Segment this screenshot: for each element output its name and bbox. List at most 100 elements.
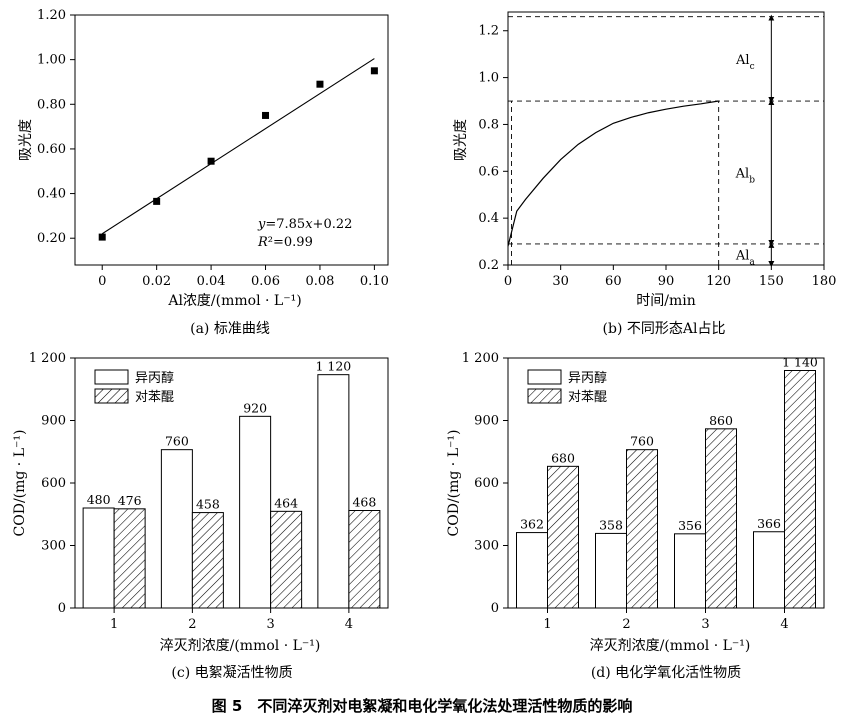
panel-d-y-tick-label: 600 xyxy=(474,476,499,491)
panel-a-x-tick-label: 0.10 xyxy=(360,274,389,289)
panel-d-legend-swatch xyxy=(527,388,562,404)
panel-d-data-label: 680 xyxy=(551,450,575,465)
panel-b-x-tick-label: 150 xyxy=(759,274,784,289)
panel-b-region-label: Alb xyxy=(735,166,756,185)
panel-c-x-tick-label: 4 xyxy=(345,617,353,632)
panel-c-data-label: 464 xyxy=(274,495,298,510)
panel-c-legend-label: 对苯醌 xyxy=(135,390,174,405)
panel-b-x-axis-label: 时间/min xyxy=(636,293,696,309)
panel-c-y-tick-label: 600 xyxy=(41,476,66,491)
panel-d-y-tick-label: 0 xyxy=(491,601,499,616)
panel-a-plot-frame xyxy=(74,14,389,266)
panel-c-data-label: 476 xyxy=(118,493,142,508)
panel-a-y-axis-label: 吸光度 xyxy=(18,119,34,161)
panel-d-bar-benzoquinone xyxy=(784,370,816,609)
figure-title: 图 5 不同淬灭剂对电絮凝和电化学氧化法处理活性物质的影响 xyxy=(212,697,633,715)
panel-a-x-tick-label: 0.08 xyxy=(305,274,334,289)
panel-c-bar-isopropanol xyxy=(239,415,272,609)
panel-c-bar-isopropanol xyxy=(82,507,115,609)
panel-d-x-tick-label: 1 xyxy=(543,617,551,632)
panel-d-y-tick-label: 1 200 xyxy=(462,351,499,366)
panel-d-legend-swatch xyxy=(527,369,562,385)
panel-a-y-tick-label: 1.20 xyxy=(37,8,66,23)
panel-a-data-point xyxy=(98,233,106,241)
panel-b-series-line xyxy=(507,100,719,247)
panel-a-y-tick-label: 0.40 xyxy=(37,187,66,202)
panel-c-bar-benzoquinone xyxy=(191,512,224,609)
panel-d-data-label: 860 xyxy=(709,413,733,428)
panel-b-y-tick-label: 0.6 xyxy=(478,164,499,179)
panel-d-bar-isopropanol xyxy=(595,532,627,609)
panel-a-standard-curve: 0 0.02 0.04 0.06 0.08 0.10 0.20 0.40 0.60 0.80 1.0… xyxy=(18,8,389,337)
panel-a-x-tick-label: 0.04 xyxy=(197,274,226,289)
panel-a-caption: (a) 标准曲线 xyxy=(190,321,270,337)
panel-a-fit-line xyxy=(101,58,375,235)
panel-c-x-tick-label: 3 xyxy=(266,617,274,632)
panel-d-data-label: 1 140 xyxy=(782,355,818,370)
panel-d-data-label: 356 xyxy=(678,518,702,533)
panel-b-plot-frame xyxy=(507,11,825,266)
panel-a-data-point xyxy=(153,197,161,205)
panel-c-x-axis-label: 淬灭剂浓度/(mmol · L⁻¹) xyxy=(160,638,321,654)
panel-c-bar-benzoquinone xyxy=(348,510,381,609)
panel-c-x-tick-label: 2 xyxy=(188,617,196,632)
panel-d-legend-label: 异丙醇 xyxy=(568,370,607,386)
panel-d-x-tick-label: 2 xyxy=(622,617,630,632)
panel-d-data-label: 760 xyxy=(630,434,654,449)
panel-d-data-label: 358 xyxy=(599,517,623,532)
panel-b-region-label: Alc xyxy=(735,53,755,72)
panel-c-data-label: 920 xyxy=(243,400,267,415)
panel-c-data-label: 760 xyxy=(165,434,189,449)
panel-c-bar-benzoquinone xyxy=(270,510,303,609)
panel-b-x-tick-label: 0 xyxy=(504,274,512,289)
panel-c-legend-swatch xyxy=(94,369,129,385)
panel-a-data-point xyxy=(370,67,378,75)
panel-c-y-tick-label: 300 xyxy=(41,539,66,554)
panel-c-legend-swatch xyxy=(94,388,129,404)
panel-d-bar-isopropanol xyxy=(674,533,706,609)
panel-d-bar-benzoquinone xyxy=(705,428,737,609)
panel-b-x-tick-label: 120 xyxy=(706,274,731,289)
panel-c-data-label: 480 xyxy=(87,492,111,507)
panel-d-legend-label: 对苯醌 xyxy=(568,390,607,405)
panel-d-bar-benzoquinone xyxy=(626,449,658,609)
panel-d-caption: (d) 电化学氧化活性物质 xyxy=(591,665,741,681)
panel-b-y-axis-label: 吸光度 xyxy=(453,119,469,161)
panel-a-equation: y=7.85x+0.22 xyxy=(257,217,352,232)
panel-c-x-tick-label: 1 xyxy=(110,617,118,632)
panel-d-data-label: 366 xyxy=(757,516,781,531)
panel-d-x-axis-label: 淬灭剂浓度/(mmol · L⁻¹) xyxy=(590,638,751,654)
panel-c-data-label: 1 120 xyxy=(315,359,351,374)
panel-a-y-tick-label: 0.80 xyxy=(37,97,66,112)
panel-a-r-squared: R²=0.99 xyxy=(257,235,313,250)
panel-c-legend-label: 异丙醇 xyxy=(135,370,174,386)
panel-c-y-axis-label: COD/(mg · L⁻¹) xyxy=(12,430,28,537)
panel-a-x-tick-label: 0.06 xyxy=(251,274,280,289)
panel-a-data-point xyxy=(316,80,324,88)
panel-d-bar-isopropanol xyxy=(753,531,785,609)
panel-c-y-tick-label: 0 xyxy=(58,601,66,616)
panel-d-electrochemical-oxidation: 1 2 3 4 0 300 600 900 1 200 362 358 356 366 680 760 86… xyxy=(446,351,825,681)
panel-d-bar-isopropanol xyxy=(516,532,548,609)
panel-c-electrocoagulation: 1 2 3 4 0 300 600 900 1 200 480 760 920 1 120 476 458… xyxy=(12,351,389,681)
panel-d-y-tick-label: 300 xyxy=(474,539,499,554)
panel-a-x-axis-label: Al浓度/(mmol · L⁻¹) xyxy=(167,293,301,309)
panel-b-x-tick-label: 60 xyxy=(605,274,622,289)
panel-c-y-tick-label: 900 xyxy=(41,414,66,429)
panel-c-data-label: 468 xyxy=(352,495,376,510)
panel-a-y-tick-label: 1.00 xyxy=(37,53,66,68)
panel-a-y-tick-label: 0.60 xyxy=(37,142,66,157)
panel-d-bar-benzoquinone xyxy=(547,465,579,609)
panel-b-y-tick-label: 0.4 xyxy=(478,211,499,226)
panel-b-x-tick-label: 30 xyxy=(552,274,569,289)
panel-b-x-tick-label: 90 xyxy=(658,274,675,289)
panel-a-data-point xyxy=(262,111,270,119)
panel-b-y-tick-label: 0.8 xyxy=(478,117,499,132)
panel-d-y-axis-label: COD/(mg · L⁻¹) xyxy=(446,430,462,537)
panel-a-data-point xyxy=(207,157,215,165)
panel-c-bar-isopropanol xyxy=(160,449,193,609)
panel-c-caption: (c) 电絮凝活性物质 xyxy=(171,664,292,681)
panel-c-y-tick-label: 1 200 xyxy=(29,351,66,366)
panel-d-x-tick-label: 3 xyxy=(701,617,709,632)
